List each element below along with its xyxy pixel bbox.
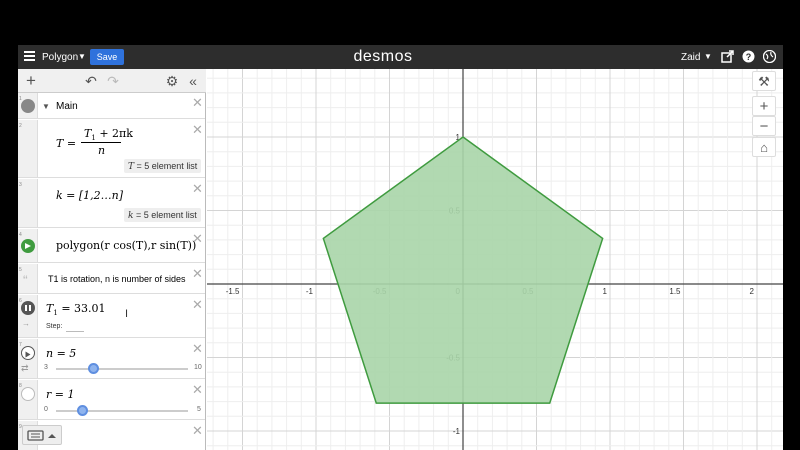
- expression-index: 8: [19, 383, 22, 389]
- user-dropdown-icon[interactable]: ▼: [704, 52, 712, 61]
- top-bar: Polygon ▼ Save desmos Zaid ▼ ?: [18, 45, 783, 69]
- x-tick-label: -1: [306, 287, 314, 296]
- menu-icon[interactable]: [24, 51, 35, 63]
- swap-icon[interactable]: ⇄: [21, 363, 29, 373]
- slider-value: T1 = 33.01: [46, 302, 106, 318]
- slider-min[interactable]: 0: [44, 406, 48, 413]
- expression-index: 6: [19, 298, 22, 304]
- add-expression-icon[interactable]: +: [26, 71, 36, 90]
- fraction-denominator: n: [98, 144, 106, 157]
- expression-list: 1 ▼ Main ✕ 2 T = T1 + 2πk n T = 5 elemen…: [18, 93, 206, 450]
- expression-index: 5: [19, 267, 22, 273]
- expression-index: 1: [19, 96, 22, 102]
- collapse-list-icon[interactable]: «: [189, 73, 197, 89]
- delete-icon[interactable]: ✕: [192, 423, 203, 438]
- step-input[interactable]: [66, 331, 84, 332]
- expression-item[interactable]: 2 T = T1 + 2πk n T = 5 element list ✕: [18, 120, 205, 178]
- slider-track[interactable]: [56, 410, 188, 412]
- settings-gear-icon[interactable]: ⚙: [165, 73, 179, 89]
- delete-icon[interactable]: ✕: [192, 181, 203, 196]
- save-button[interactable]: Save: [90, 49, 124, 65]
- folder-label: Main: [56, 101, 78, 112]
- fraction-bar: [81, 142, 121, 143]
- expression-text: n = 5: [46, 347, 77, 360]
- polygon-shape[interactable]: [322, 136, 604, 404]
- slider-expression[interactable]: 8 r = 1 0 5 ✕: [18, 380, 205, 420]
- delete-icon[interactable]: ✕: [192, 266, 203, 281]
- user-menu[interactable]: Zaid: [681, 52, 701, 63]
- expression-item[interactable]: 4 polygon(r cos(T),r sin(T)) ✕: [18, 229, 205, 263]
- zoom-out-icon[interactable]: −: [752, 116, 776, 136]
- delete-icon[interactable]: ✕: [192, 231, 203, 246]
- delete-icon[interactable]: ✕: [192, 95, 203, 110]
- zoom-in-icon[interactable]: +: [752, 96, 776, 116]
- play-icon[interactable]: [21, 346, 35, 360]
- slider-expression[interactable]: 7 ⇄ n = 5 3 10 ✕: [18, 339, 205, 379]
- svg-text:?: ?: [746, 52, 752, 62]
- home-icon[interactable]: ⌂: [752, 137, 776, 157]
- keyboard-toggle[interactable]: [22, 425, 62, 445]
- expression-index: 9: [19, 424, 22, 430]
- expression-index: 7: [19, 342, 22, 348]
- expression-text: polygon(r cos(T),r sin(T)): [56, 239, 197, 252]
- step-label: Step:: [46, 323, 63, 330]
- graph-canvas[interactable]: -1.5-1-0.500.511.5210.5-0.5-1: [207, 69, 783, 450]
- loop-icon[interactable]: →: [22, 319, 30, 328]
- undo-icon[interactable]: ↶: [85, 73, 97, 89]
- folder-toggle-icon[interactable]: [21, 99, 35, 113]
- wrench-icon[interactable]: ⚒: [752, 71, 776, 91]
- text-cursor-icon: I: [125, 308, 129, 320]
- graph-title[interactable]: Polygon: [42, 52, 79, 63]
- slider-max[interactable]: 5: [197, 406, 201, 413]
- help-icon[interactable]: ?: [742, 50, 755, 63]
- brand-logo: desmos: [353, 48, 413, 65]
- redo-icon[interactable]: ↷: [107, 73, 119, 89]
- delete-icon[interactable]: ✕: [192, 382, 203, 397]
- slider-track[interactable]: [56, 368, 188, 370]
- x-tick-label: 1: [603, 287, 608, 296]
- slider-min[interactable]: 3: [44, 364, 48, 371]
- expression-index: 2: [19, 123, 22, 129]
- x-tick-label: -1.5: [226, 287, 240, 296]
- expression-lhs: T =: [56, 137, 77, 150]
- expression-folder[interactable]: 1 ▼ Main ✕: [18, 93, 205, 119]
- folder-caret-icon[interactable]: ▼: [42, 102, 50, 111]
- fraction-numerator: T1 + 2πk: [84, 127, 133, 143]
- delete-icon[interactable]: ✕: [192, 122, 203, 137]
- slider-handle[interactable]: [76, 405, 88, 416]
- note-item[interactable]: 5 “ T1 is rotation, n is number of sides…: [18, 264, 205, 294]
- x-tick-label: 1.5: [669, 287, 681, 296]
- quote-icon: “: [23, 272, 28, 288]
- slider-max[interactable]: 10: [194, 364, 202, 371]
- desmos-window: Polygon ▼ Save desmos Zaid ▼ ? + ↶ ↷ ⚙ «…: [18, 45, 783, 450]
- expression-item[interactable]: 3 k = [1,2…n] k = 5 element list ✕: [18, 179, 205, 228]
- expression-item[interactable]: 6 → T1 = 33.01 Step: I ✕: [18, 295, 205, 338]
- globe-icon[interactable]: [763, 50, 776, 63]
- expression-index: 4: [19, 232, 22, 238]
- expression-toolbar: + ↶ ↷ ⚙ «: [18, 69, 206, 93]
- pause-icon[interactable]: [21, 301, 35, 315]
- x-tick-label: 2: [750, 287, 755, 296]
- keyboard-icon: [27, 430, 56, 441]
- note-text: T1 is rotation, n is number of sides: [48, 274, 186, 284]
- expression-text: r = 1: [46, 388, 75, 401]
- title-dropdown-icon[interactable]: ▼: [78, 52, 86, 61]
- share-icon[interactable]: [721, 50, 734, 63]
- list-output-tag: T = 5 element list: [124, 159, 202, 173]
- list-output-tag: k = 5 element list: [124, 208, 201, 222]
- expression-text: k = [1,2…n]: [56, 189, 124, 202]
- polygon-color-icon[interactable]: [21, 239, 35, 253]
- delete-icon[interactable]: ✕: [192, 341, 203, 356]
- y-tick-label: -1: [453, 427, 461, 436]
- color-circle-icon[interactable]: [21, 387, 35, 401]
- y-tick-label: 1: [456, 133, 461, 142]
- delete-icon[interactable]: ✕: [192, 297, 203, 312]
- expression-index: 3: [19, 182, 22, 188]
- slider-handle[interactable]: [88, 363, 100, 374]
